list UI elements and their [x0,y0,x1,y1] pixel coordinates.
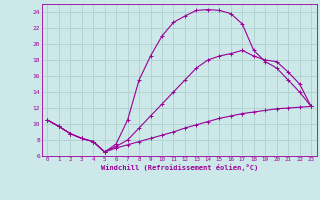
X-axis label: Windchill (Refroidissement éolien,°C): Windchill (Refroidissement éolien,°C) [100,164,258,171]
